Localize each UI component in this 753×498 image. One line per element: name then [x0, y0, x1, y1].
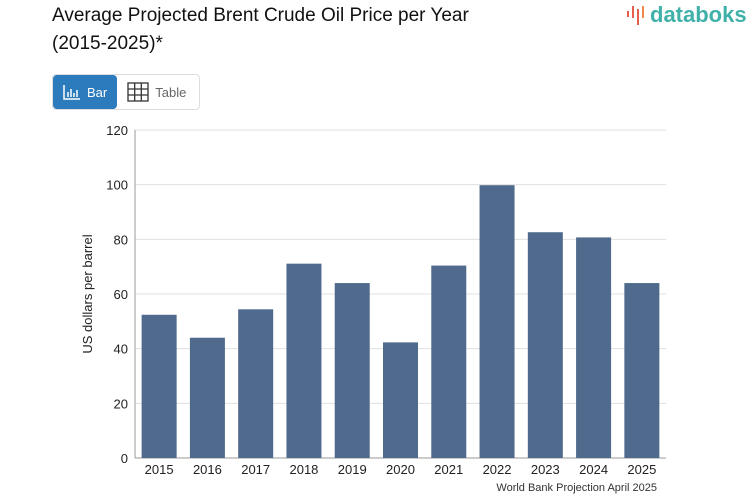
bar-2015[interactable]: [141, 314, 177, 458]
x-tick-label: 2017: [241, 462, 270, 477]
x-tick-label: 2022: [483, 462, 512, 477]
x-tick-label: 2024: [579, 462, 608, 477]
x-tick-label: 2019: [338, 462, 367, 477]
x-tick-label: 2016: [193, 462, 222, 477]
x-tick-label: 2020: [386, 462, 415, 477]
x-tick-label: 2023: [531, 462, 560, 477]
bar-2021[interactable]: [431, 265, 467, 458]
databoks-logo: databoks: [626, 2, 747, 28]
logo-bars-icon: [627, 6, 644, 25]
bar-chart-icon: [63, 85, 80, 100]
y-tick-label: 80: [114, 232, 128, 247]
bar-2022[interactable]: [479, 185, 515, 459]
x-tick-label: 2015: [145, 462, 174, 477]
bar-2023[interactable]: [527, 232, 563, 458]
y-tick-label: 120: [106, 123, 128, 138]
bar-label: Bar: [87, 84, 108, 100]
logo-text: databoks: [650, 2, 747, 27]
bar-view-button[interactable]: Bar: [53, 75, 118, 109]
x-tick-label: 2018: [289, 462, 318, 477]
view-toggle: Bar Table: [52, 74, 200, 110]
bar-2019[interactable]: [334, 283, 370, 458]
source-note: World Bank Projection April 2025: [496, 482, 657, 494]
chart-title: Average Projected Brent Crude Oil Price …: [52, 5, 469, 54]
y-tick-label: 0: [121, 451, 128, 466]
bar-2024[interactable]: [576, 237, 612, 458]
bar-2016[interactable]: [189, 337, 225, 458]
x-tick-label: 2025: [627, 462, 656, 477]
bar-2017[interactable]: [238, 309, 274, 458]
bar-2025[interactable]: [624, 283, 660, 458]
table-grid-icon: [127, 82, 149, 102]
y-tick-label: 60: [114, 287, 128, 302]
x-tick-label: 2021: [434, 462, 463, 477]
bar-2020[interactable]: [383, 342, 418, 458]
bar-2018[interactable]: [286, 263, 322, 458]
table-view-button[interactable]: Table: [117, 75, 196, 109]
y-tick-label: 40: [114, 342, 128, 357]
y-axis-label: US dollars per barrel: [80, 234, 95, 353]
y-tick-label: 20: [114, 396, 128, 411]
table-label: Table: [155, 84, 187, 100]
y-tick-label: 100: [106, 178, 128, 193]
